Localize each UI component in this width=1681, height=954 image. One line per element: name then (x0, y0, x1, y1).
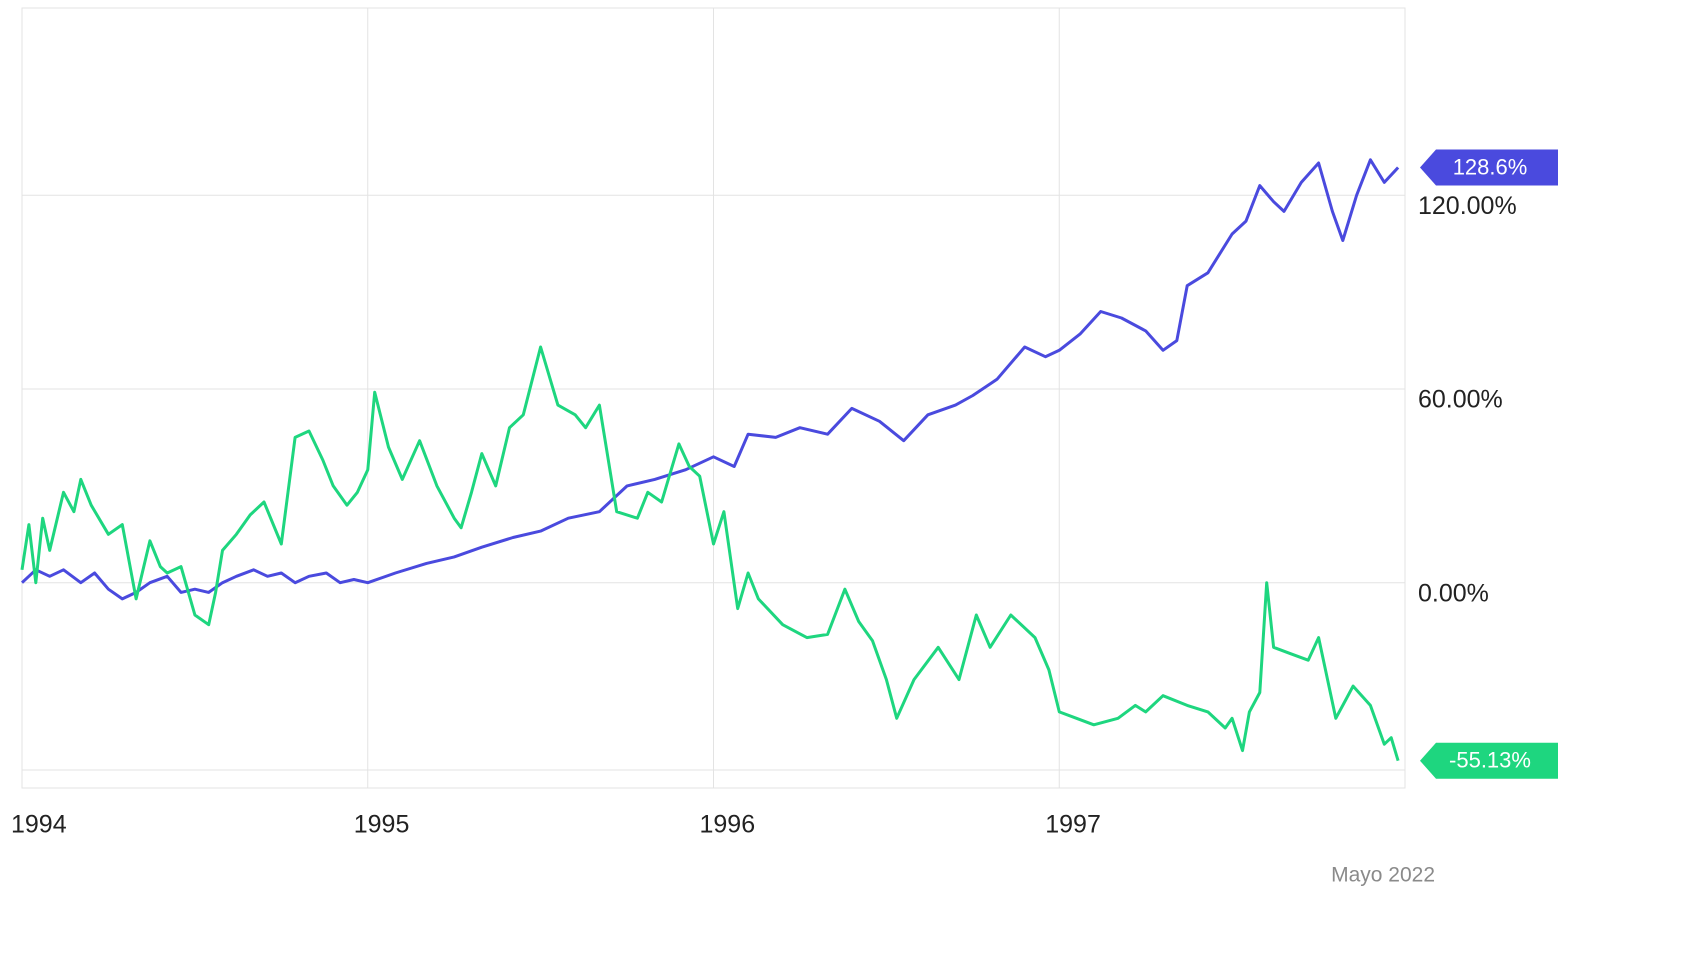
x-tick-label: 1996 (700, 811, 756, 839)
end-label-box (1420, 742, 1558, 779)
end-label: -55.13% (1449, 748, 1531, 773)
end-label: 128.6% (1453, 154, 1528, 179)
x-tick-label: 1997 (1045, 811, 1101, 839)
x-tick-label: 1994 (11, 811, 67, 839)
source: Mayo 2022 (1331, 864, 1435, 887)
series-line (20, 345, 1400, 762)
x-tick-label: 1995 (354, 811, 410, 839)
end-label-box (1420, 149, 1558, 186)
y-tick-label: 60.00% (1418, 386, 1503, 414)
y-tick-label: 120.00% (1418, 192, 1517, 220)
series-line (20, 158, 1400, 601)
y-tick-label: 0.00% (1418, 579, 1489, 607)
